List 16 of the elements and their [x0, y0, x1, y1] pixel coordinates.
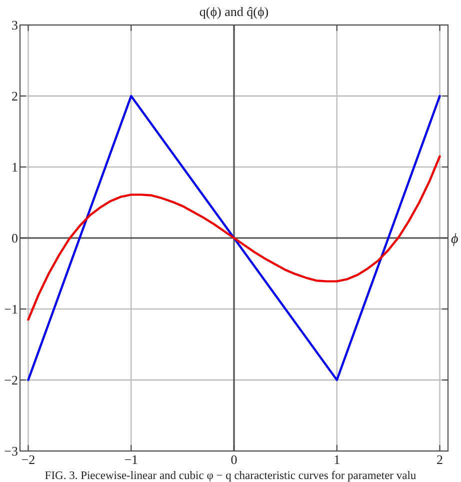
x-tick-label: 0: [230, 452, 238, 467]
y-tick-label: 2: [12, 88, 18, 104]
y-tick-label: 0: [12, 230, 18, 246]
x-tick-label: 2: [436, 452, 444, 467]
y-tick-label: −1: [4, 302, 18, 317]
y-tick-label: 1: [12, 160, 18, 175]
caption: FIG. 3. Piecewise-linear and cubic φ − q characteristic curves for parameter valu: [44, 470, 416, 482]
x-tick-label: −1: [124, 452, 138, 467]
y-tick-label: 3: [12, 18, 18, 33]
x-tick-label: 1: [334, 452, 340, 467]
chart-title: q(ϕ) and q̂(ϕ): [199, 4, 269, 19]
line-series: [27, 155, 441, 321]
x-tick-label: −2: [21, 452, 36, 467]
y-tick-label: −3: [4, 444, 18, 459]
y-tick-label: −2: [4, 372, 18, 388]
x-axis-title: ϕ: [451, 232, 458, 247]
